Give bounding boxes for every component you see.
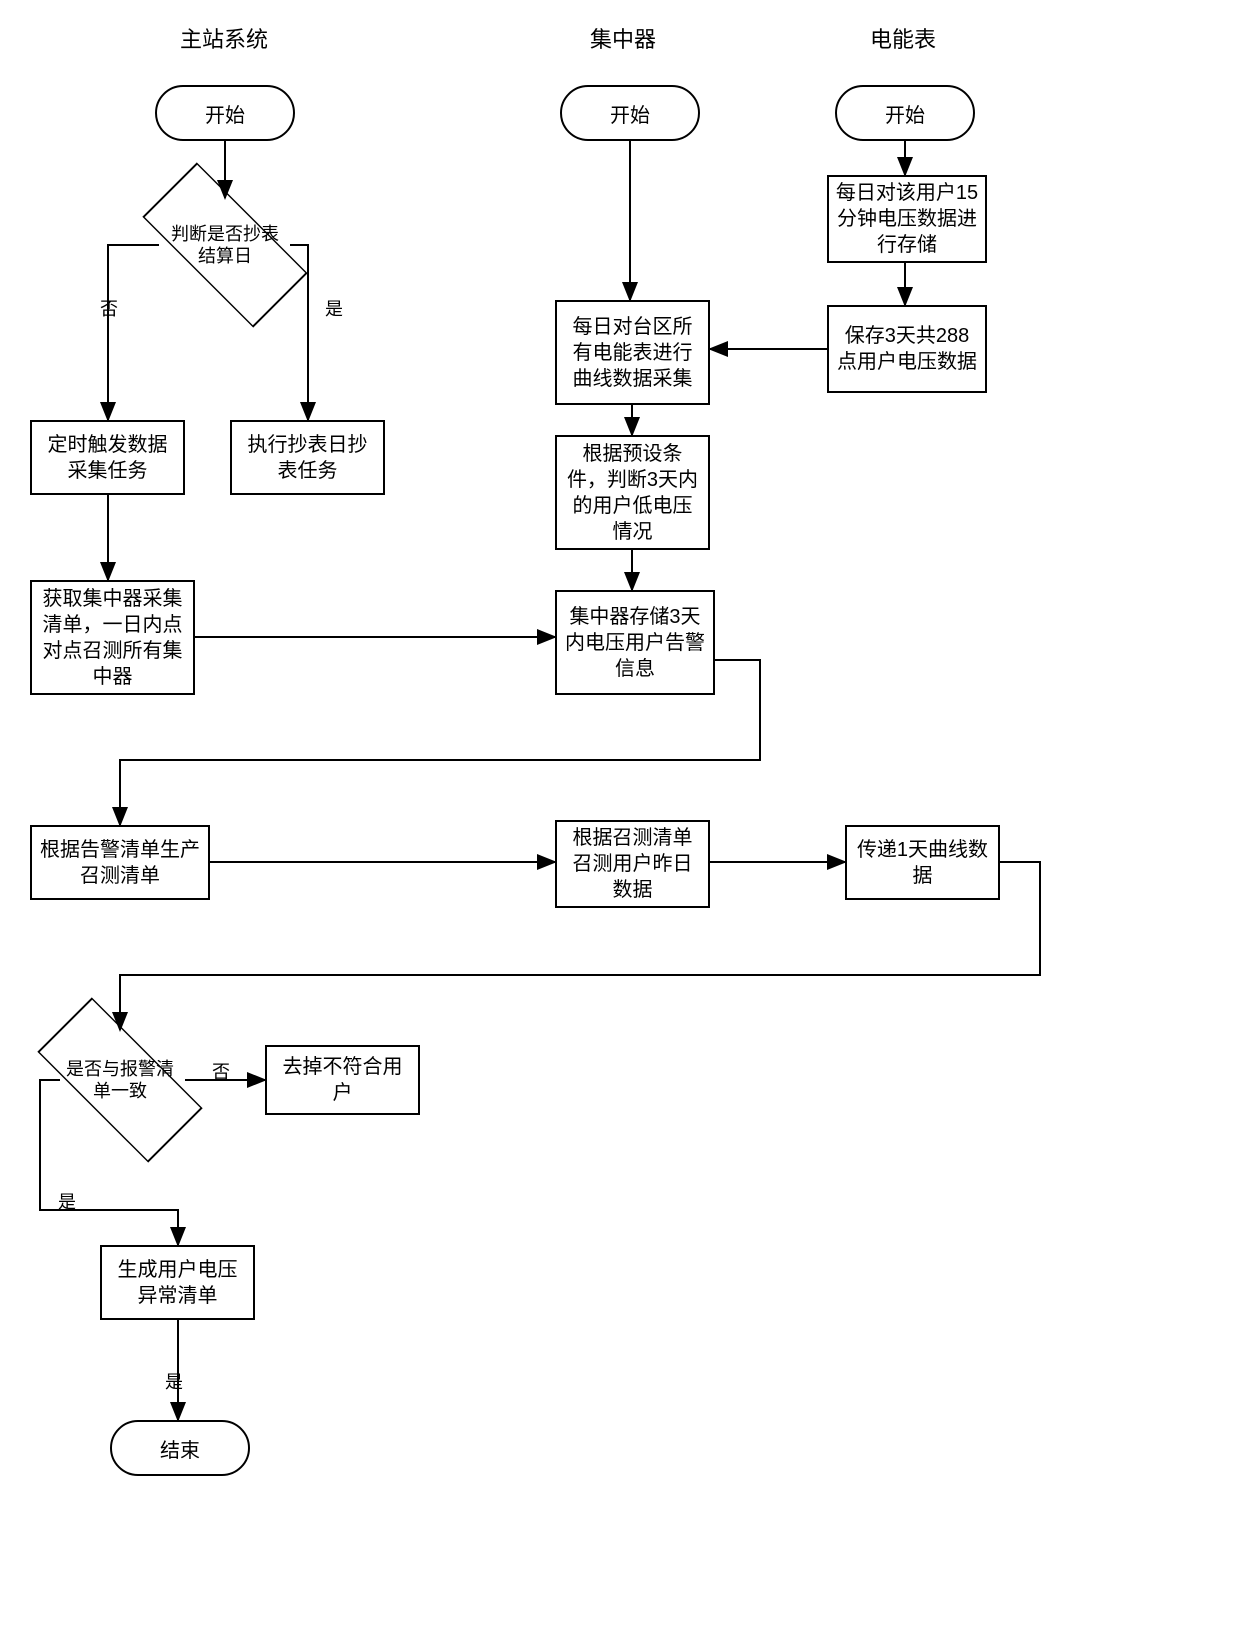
node-d1: 判断是否抄表结算日 bbox=[145, 190, 305, 300]
node-genabn: 生成用户电压异常清单 bbox=[100, 1245, 255, 1320]
node-288: 保存3天共288点用户电压数据 bbox=[827, 305, 987, 393]
flowchart-canvas: 主站系统 集中器 电能表 开始 开始 开始 判断是否抄表结算日 定时触发数据采集… bbox=[0, 0, 1240, 1647]
edge-label-end-yes: 是 bbox=[165, 1368, 183, 1394]
node-remove: 去掉不符合用户 bbox=[265, 1045, 420, 1115]
node-15min: 每日对该用户15分钟电压数据进行存储 bbox=[827, 175, 987, 263]
node-meter-label: 执行抄表日抄表任务 bbox=[238, 432, 377, 484]
header-col3: 电能表 bbox=[870, 22, 936, 54]
node-288-label: 保存3天共288点用户电压数据 bbox=[835, 323, 979, 375]
node-start1-label: 开始 bbox=[205, 99, 245, 128]
node-start3-label: 开始 bbox=[885, 99, 925, 128]
node-meter: 执行抄表日抄表任务 bbox=[230, 420, 385, 495]
node-getlist-label: 获取集中器采集清单，一日内点对点召测所有集中器 bbox=[38, 586, 187, 690]
node-timer: 定时触发数据采集任务 bbox=[30, 420, 185, 495]
node-judge3: 根据预设条件，判断3天内的用户低电压情况 bbox=[555, 435, 710, 550]
edge-label-d2-no: 否 bbox=[212, 1058, 230, 1084]
node-store3-label: 集中器存储3天内电压用户告警信息 bbox=[563, 604, 707, 682]
node-genlist-label: 根据告警清单生产召测清单 bbox=[38, 837, 202, 889]
node-timer-label: 定时触发数据采集任务 bbox=[38, 432, 177, 484]
edge-label-d2-yes: 是 bbox=[58, 1188, 76, 1214]
node-end-label: 结束 bbox=[160, 1434, 200, 1463]
node-start2: 开始 bbox=[560, 85, 700, 141]
node-daily-label: 每日对台区所有电能表进行曲线数据采集 bbox=[563, 314, 702, 392]
node-genabn-label: 生成用户电压异常清单 bbox=[108, 1257, 247, 1309]
node-d2-label: 是否与报警清单一致 bbox=[58, 1058, 182, 1103]
node-15min-label: 每日对该用户15分钟电压数据进行存储 bbox=[835, 180, 979, 258]
node-calluser: 根据召测清单召测用户昨日数据 bbox=[555, 820, 710, 908]
node-judge3-label: 根据预设条件，判断3天内的用户低电压情况 bbox=[563, 441, 702, 545]
node-calluser-label: 根据召测清单召测用户昨日数据 bbox=[563, 825, 702, 903]
header-col1: 主站系统 bbox=[180, 22, 268, 54]
node-d2: 是否与报警清单一致 bbox=[40, 1025, 200, 1135]
header-col2: 集中器 bbox=[590, 22, 656, 54]
node-getlist: 获取集中器采集清单，一日内点对点召测所有集中器 bbox=[30, 580, 195, 695]
node-start1: 开始 bbox=[155, 85, 295, 141]
edge-label-d1-yes: 是 bbox=[325, 295, 343, 321]
node-d1-label: 判断是否抄表结算日 bbox=[163, 223, 287, 268]
node-start3: 开始 bbox=[835, 85, 975, 141]
node-start2-label: 开始 bbox=[610, 99, 650, 128]
node-genlist: 根据告警清单生产召测清单 bbox=[30, 825, 210, 900]
node-1day: 传递1天曲线数据 bbox=[845, 825, 1000, 900]
node-remove-label: 去掉不符合用户 bbox=[273, 1054, 412, 1106]
node-end: 结束 bbox=[110, 1420, 250, 1476]
node-1day-label: 传递1天曲线数据 bbox=[853, 837, 992, 889]
node-store3: 集中器存储3天内电压用户告警信息 bbox=[555, 590, 715, 695]
node-daily: 每日对台区所有电能表进行曲线数据采集 bbox=[555, 300, 710, 405]
edge-label-d1-no: 否 bbox=[100, 295, 118, 321]
